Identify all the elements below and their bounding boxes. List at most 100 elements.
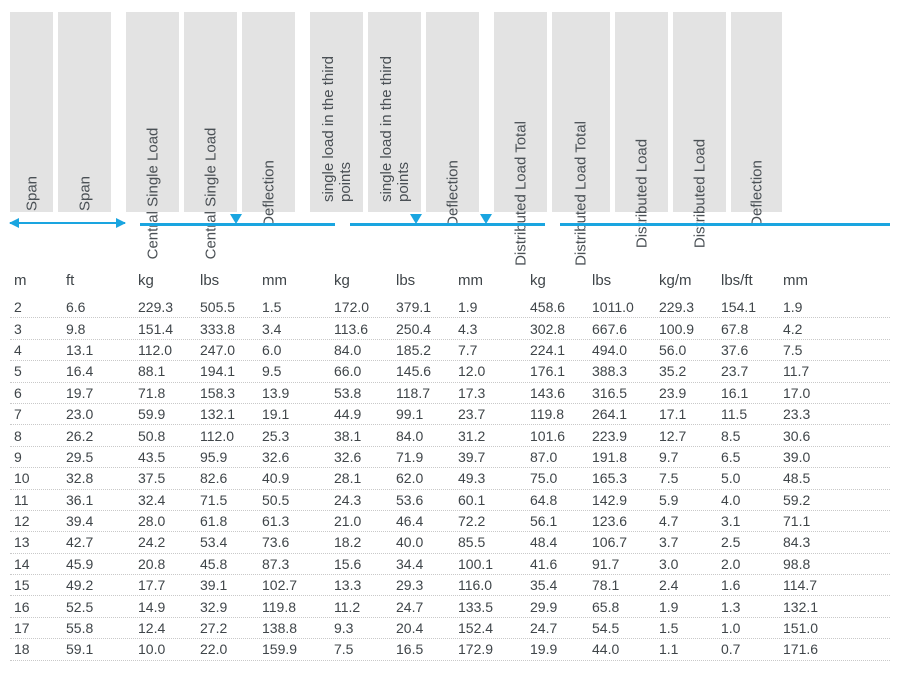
table-cell: 5.9 [655, 492, 717, 508]
table-cell: 65.8 [588, 599, 655, 615]
column-header: single load in the third points [368, 12, 421, 212]
table-cell: 19.9 [526, 641, 588, 657]
table-cell: 118.7 [392, 385, 454, 401]
table-cell: 1.0 [717, 620, 779, 636]
table-cell: 85.5 [454, 534, 516, 550]
unit-label: lbs/ft [717, 272, 779, 289]
table-cell: 75.0 [526, 470, 588, 486]
table-cell: 24.2 [134, 534, 196, 550]
load-point-icon [480, 214, 492, 224]
table-cell: 41.6 [526, 556, 588, 572]
table-cell: 55.8 [62, 620, 124, 636]
table-cell: 22.0 [196, 641, 258, 657]
table-cell: 23.3 [779, 406, 839, 422]
table-cell: 119.8 [526, 406, 588, 422]
table-cell: 71.9 [392, 449, 454, 465]
table-cell: 12 [10, 513, 62, 529]
table-cell: 264.1 [588, 406, 655, 422]
table-cell: 123.6 [588, 513, 655, 529]
unit-label: kg [330, 272, 392, 289]
table-cell: 88.1 [134, 363, 196, 379]
table-cell: 9.5 [258, 363, 320, 379]
table-cell: 42.7 [62, 534, 124, 550]
table-cell: 11 [10, 492, 62, 508]
table-cell: 60.1 [454, 492, 516, 508]
table-cell: 143.6 [526, 385, 588, 401]
table-cell: 87.0 [526, 449, 588, 465]
unit-label: m [10, 272, 62, 289]
column-header: Deflection [731, 12, 782, 212]
table-cell: 71.8 [134, 385, 196, 401]
table-cell: 7 [10, 406, 62, 422]
table-cell: 4.2 [779, 321, 839, 337]
table-cell: 159.9 [258, 641, 320, 657]
table-cell: 67.8 [717, 321, 779, 337]
table-cell: 494.0 [588, 342, 655, 358]
table-cell: 73.6 [258, 534, 320, 550]
table-cell: 19.1 [258, 406, 320, 422]
table-cell: 36.1 [62, 492, 124, 508]
table-row: 1445.920.845.887.315.634.4100.141.691.73… [10, 554, 890, 575]
table-cell: 49.3 [454, 470, 516, 486]
table-cell: 1.6 [717, 577, 779, 593]
table-cell: 66.0 [330, 363, 392, 379]
table-cell: 194.1 [196, 363, 258, 379]
table-cell: 50.5 [258, 492, 320, 508]
table-cell: 142.9 [588, 492, 655, 508]
table-cell: 667.6 [588, 321, 655, 337]
unit-label: ft [62, 272, 124, 289]
table-cell: 13.9 [258, 385, 320, 401]
header-label: Distributed Load Total [512, 121, 529, 266]
table-cell: 59.2 [779, 492, 839, 508]
table-row: 26.6229.3505.51.5172.0379.11.9458.61011.… [10, 297, 890, 318]
table-cell: 52.5 [62, 599, 124, 615]
table-cell: 6.5 [717, 449, 779, 465]
table-cell: 247.0 [196, 342, 258, 358]
load-point-icon [410, 214, 422, 224]
table-cell: 98.8 [779, 556, 839, 572]
table-cell: 11.2 [330, 599, 392, 615]
table-cell: 3 [10, 321, 62, 337]
table-row: 723.059.9132.119.144.999.123.7119.8264.1… [10, 404, 890, 425]
table-cell: 4.0 [717, 492, 779, 508]
table-cell: 35.2 [655, 363, 717, 379]
header-label: Span [23, 176, 40, 211]
table-cell: 4 [10, 342, 62, 358]
table-cell: 32.6 [258, 449, 320, 465]
table-cell: 7.5 [655, 470, 717, 486]
table-cell: 16.4 [62, 363, 124, 379]
table-cell: 29.3 [392, 577, 454, 593]
table-cell: 145.6 [392, 363, 454, 379]
table-cell: 39.1 [196, 577, 258, 593]
table-cell: 18.2 [330, 534, 392, 550]
table-cell: 59.9 [134, 406, 196, 422]
column-header: Distributed Load [615, 12, 668, 212]
table-cell: 40.9 [258, 470, 320, 486]
unit-label: lbs [196, 272, 258, 289]
table-cell: 18 [10, 641, 62, 657]
table-cell: 3.7 [655, 534, 717, 550]
table-cell: 151.4 [134, 321, 196, 337]
table-cell: 138.8 [258, 620, 320, 636]
table-cell: 13.1 [62, 342, 124, 358]
unit-label: mm [779, 272, 839, 289]
table-cell: 38.1 [330, 428, 392, 444]
table-row: 516.488.1194.19.566.0145.612.0176.1388.3… [10, 361, 890, 382]
table-cell: 56.1 [526, 513, 588, 529]
table-cell: 20.8 [134, 556, 196, 572]
unit-label: kg [134, 272, 196, 289]
table-row: 1032.837.582.640.928.162.049.375.0165.37… [10, 468, 890, 489]
table-cell: 28.0 [134, 513, 196, 529]
table-cell: 102.7 [258, 577, 320, 593]
table-cell: 17.3 [454, 385, 516, 401]
table-cell: 176.1 [526, 363, 588, 379]
table-cell: 39.7 [454, 449, 516, 465]
table-cell: 316.5 [588, 385, 655, 401]
header-label: Span [76, 176, 93, 211]
table-cell: 39.4 [62, 513, 124, 529]
table-cell: 84.0 [392, 428, 454, 444]
table-cell: 2.4 [655, 577, 717, 593]
table-cell: 114.7 [779, 577, 839, 593]
column-header: Deflection [242, 12, 295, 212]
table-row: 1342.724.253.473.618.240.085.548.4106.73… [10, 532, 890, 553]
